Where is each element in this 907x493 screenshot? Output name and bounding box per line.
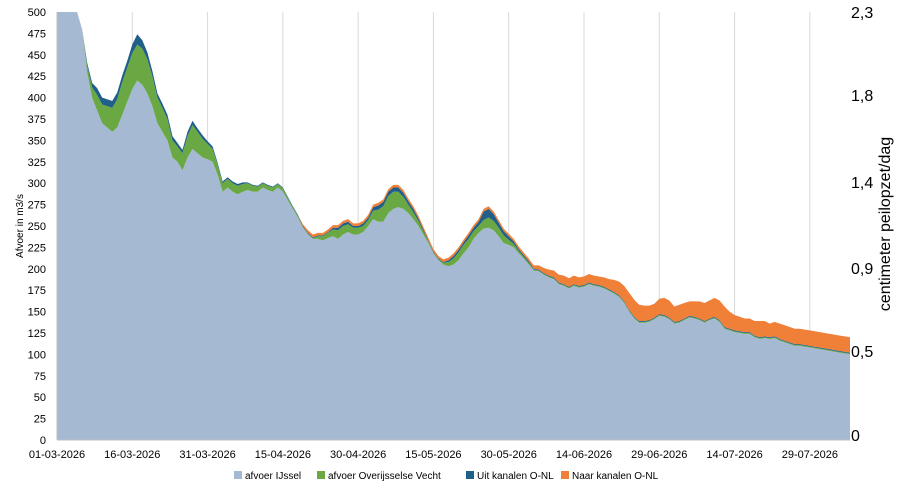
legend-swatch bbox=[317, 471, 325, 479]
series-area-0 bbox=[57, 12, 850, 440]
x-tick-label: 15-04-2026 bbox=[255, 449, 311, 461]
y-tick-label: 375 bbox=[28, 114, 46, 126]
axis-layer: 0 25 50 75 100 125 150 175 200 225 250 275 300 325 350… bbox=[15, 5, 894, 461]
y-axis-label: Afvoer in m3/s bbox=[15, 194, 26, 258]
y-tick-label: 300 bbox=[28, 178, 46, 190]
y-tick-label: 25 bbox=[34, 414, 46, 426]
y-tick-label: 225 bbox=[28, 242, 46, 254]
y2-tick-label: 2,3 bbox=[851, 5, 873, 22]
x-tick-label: 14-06-2026 bbox=[556, 449, 612, 461]
y-tick-label: 125 bbox=[28, 328, 46, 340]
x-tick-label: 30-05-2026 bbox=[481, 449, 537, 461]
legend-label: afvoer IJssel bbox=[245, 471, 301, 482]
y-tick-label: 450 bbox=[28, 50, 46, 62]
legend-label: Uit kanalen O-NL bbox=[477, 471, 554, 482]
y-tick-label: 400 bbox=[28, 93, 46, 105]
y2-tick-label: 0,5 bbox=[851, 344, 873, 361]
y2-axis-label: centimeter peilopzet/dag bbox=[877, 137, 894, 311]
y-tick-label: 100 bbox=[28, 349, 46, 361]
y2-tick-label: 0,9 bbox=[851, 261, 873, 278]
x-tick-label: 29-06-2026 bbox=[631, 449, 687, 461]
y-tick-label: 425 bbox=[28, 71, 46, 83]
y-tick-label: 50 bbox=[34, 392, 46, 404]
y2-tick-label: 1,4 bbox=[851, 175, 873, 192]
legend-swatch bbox=[234, 471, 242, 479]
y-tick-label: 325 bbox=[28, 157, 46, 169]
y-tick-label: 250 bbox=[28, 221, 46, 233]
x-tick-label: 01-03-2026 bbox=[29, 449, 85, 461]
legend-label: afvoer Overijsselse Vecht bbox=[328, 471, 441, 482]
y-tick-label: 475 bbox=[28, 28, 46, 40]
y-tick-label: 500 bbox=[28, 7, 46, 19]
y-tick-label: 0 bbox=[40, 435, 46, 447]
y-tick-label: 275 bbox=[28, 200, 46, 212]
x-tick-label: 31-03-2026 bbox=[179, 449, 235, 461]
y-tick-label: 175 bbox=[28, 285, 46, 297]
x-tick-label: 14-07-2026 bbox=[706, 449, 762, 461]
y-tick-label: 350 bbox=[28, 135, 46, 147]
x-tick-label: 16-03-2026 bbox=[104, 449, 160, 461]
y2-tick-label: 1,8 bbox=[851, 88, 873, 105]
y-tick-label: 75 bbox=[34, 371, 46, 383]
x-tick-label: 30-04-2026 bbox=[330, 449, 386, 461]
x-tick-label: 15-05-2026 bbox=[405, 449, 461, 461]
x-tick-label: 29-07-2026 bbox=[782, 449, 838, 461]
series-area-1 bbox=[57, 12, 850, 355]
legend-label: Naar kanalen O-NL bbox=[572, 471, 659, 482]
y2-tick-label: 0 bbox=[851, 428, 860, 445]
area-layer bbox=[57, 12, 850, 440]
legend: afvoer IJssel afvoer Overijsselse Vecht Ui… bbox=[234, 471, 659, 482]
legend-swatch bbox=[561, 471, 569, 479]
y-tick-label: 150 bbox=[28, 307, 46, 319]
y-tick-label: 200 bbox=[28, 264, 46, 276]
legend-swatch bbox=[466, 471, 474, 479]
series-area-2 bbox=[57, 12, 850, 354]
